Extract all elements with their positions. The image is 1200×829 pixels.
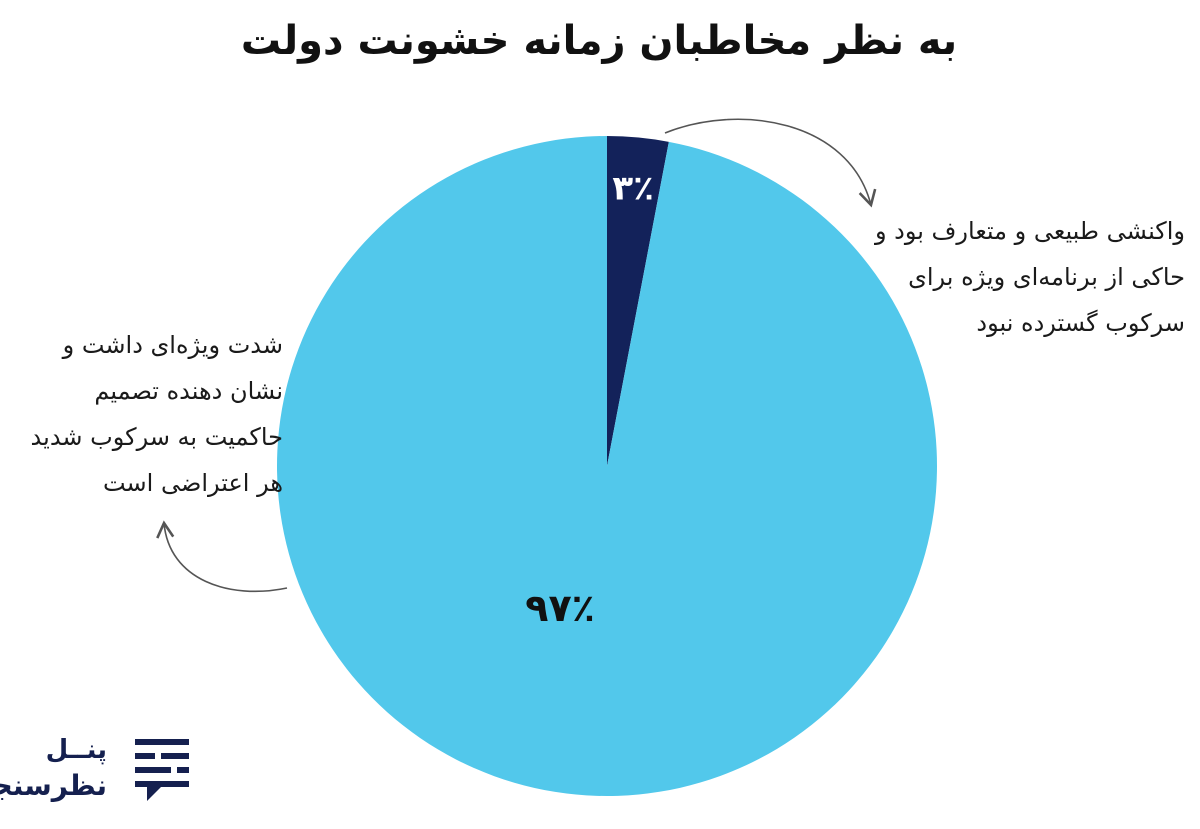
annotation-arrow-left [157, 520, 289, 593]
logo-text-line2: نظرسنجی [0, 769, 108, 802]
annotation-line: هر اعتراضی است [103, 469, 284, 497]
annotation-small-slice: واکنشی طبیعی و متعارف بود و حاکی از برنا… [846, 208, 1186, 346]
pie-labels: ۳٪ ۹۷٪ [526, 169, 655, 630]
pie-slice [277, 136, 938, 796]
annotation-large-slice: شدت ویژه‌ای داشت و نشان دهنده تصمیم حاکم… [14, 322, 284, 506]
slice-label: ۹۷٪ [526, 586, 596, 630]
pie-slices [277, 136, 938, 796]
annotation-line: حاکی از برنامه‌ای ویژه برای [909, 263, 1186, 291]
annotation-line: سرکوب گسترده نبود [977, 309, 1186, 337]
annotation-line: شدت ویژه‌ای داشت و [63, 331, 284, 359]
annotation-line: حاکمیت به سرکوب شدید [31, 423, 284, 451]
brand-logo: پنــل نظرسنجی [0, 733, 198, 813]
logo-text-line1: پنــل [46, 735, 108, 765]
chart-title: به نظر مخاطبان زمانه خشونت دولت [241, 18, 959, 64]
annotation-line: نشان دهنده تصمیم [95, 377, 284, 405]
pie-slice [608, 136, 670, 466]
annotation-arrow-right [665, 118, 878, 208]
annotation-line: واکنشی طبیعی و متعارف بود و [875, 217, 1186, 245]
chat-bubble-lines-icon [136, 739, 190, 801]
slice-label: ۳٪ [613, 169, 655, 209]
